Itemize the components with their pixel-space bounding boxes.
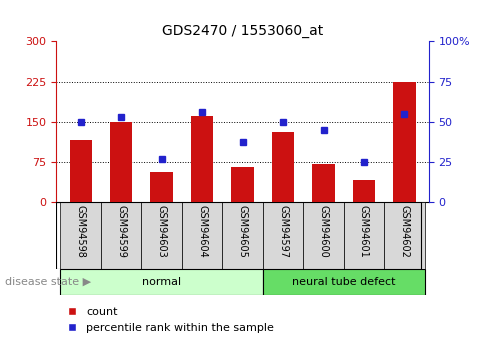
Bar [231, 167, 254, 202]
Text: GSM94599: GSM94599 [116, 205, 126, 258]
Bar [222, 202, 263, 269]
Text: GSM94601: GSM94601 [359, 205, 369, 258]
Bar [303, 202, 344, 269]
Text: disease state ▶: disease state ▶ [5, 277, 91, 287]
Bar [101, 202, 141, 269]
Text: normal: normal [142, 277, 181, 287]
Bar [60, 269, 263, 295]
Bar [60, 202, 101, 269]
Bar [182, 202, 222, 269]
Bar [344, 202, 384, 269]
Bar [384, 202, 425, 269]
Text: GSM94603: GSM94603 [157, 205, 167, 258]
Bar [313, 165, 335, 202]
Text: GSM94602: GSM94602 [399, 205, 410, 258]
Bar [353, 180, 375, 202]
Text: neural tube defect: neural tube defect [292, 277, 395, 287]
Bar [150, 172, 173, 202]
Bar [263, 269, 425, 295]
Bar [70, 140, 92, 202]
Bar [191, 116, 213, 202]
Text: GSM94604: GSM94604 [197, 205, 207, 258]
Bar [141, 202, 182, 269]
Text: GSM94600: GSM94600 [318, 205, 328, 258]
Bar [263, 202, 303, 269]
Title: GDS2470 / 1553060_at: GDS2470 / 1553060_at [162, 23, 323, 38]
Legend: count, percentile rank within the sample: count, percentile rank within the sample [62, 302, 279, 338]
Text: GSM94605: GSM94605 [238, 205, 247, 258]
Text: GSM94598: GSM94598 [75, 205, 86, 258]
Bar [272, 132, 294, 202]
Text: GSM94597: GSM94597 [278, 205, 288, 258]
Bar [110, 122, 132, 202]
Bar [393, 81, 416, 202]
